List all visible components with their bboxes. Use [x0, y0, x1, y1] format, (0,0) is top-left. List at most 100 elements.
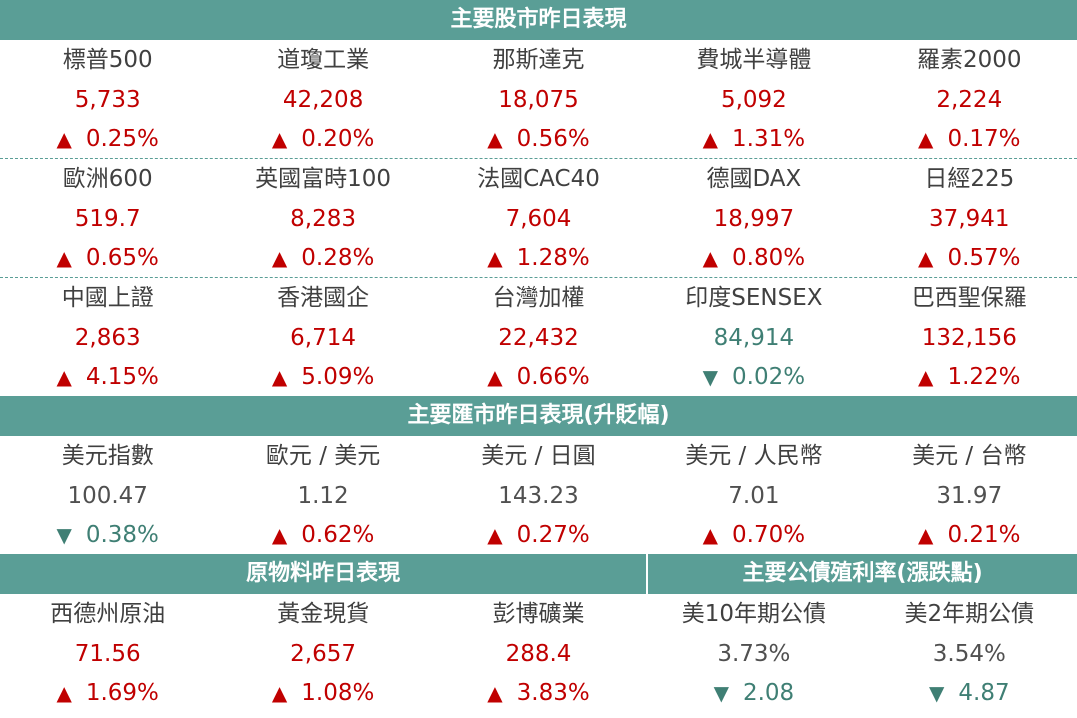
stock-change-value: 0.56% [516, 126, 590, 152]
up-triangle-icon: ▲ [487, 681, 503, 705]
fx-change: ▲ 0.21% [918, 516, 1020, 554]
commodity-value: 71.56 [74, 641, 141, 667]
stock-name: 標普500 [62, 47, 153, 73]
stock-cell: 日經225 37,941 ▲ 0.57% [862, 159, 1077, 277]
commodity-value: 288.4 [505, 641, 572, 667]
commodities-section-header: 原物料昨日表現 [0, 554, 647, 594]
stock-change-value: 0.57% [947, 245, 1021, 271]
stock-cell: 標普500 5,733 ▲ 0.25% [0, 40, 215, 158]
commodity-name: 彭博礦業 [492, 601, 585, 627]
up-triangle-icon: ▲ [702, 127, 719, 151]
fx-value: 100.47 [67, 483, 148, 509]
stock-value: 7,604 [505, 206, 572, 232]
stock-change: ▲ 1.22% [918, 358, 1020, 396]
commodity-change: ▲ 1.69% [56, 674, 158, 712]
stock-value: 2,863 [74, 325, 141, 351]
up-triangle-icon: ▲ [487, 365, 503, 389]
commodity-change-value: 1.69% [85, 680, 159, 706]
stock-name: 中國上證 [61, 285, 154, 311]
stock-name: 羅素2000 [917, 47, 1022, 73]
stock-cell: 英國富時100 8,283 ▲ 0.28% [215, 159, 430, 277]
stock-change: ▲ 0.17% [918, 120, 1020, 158]
stock-value: 84,914 [713, 325, 795, 351]
stock-change: ▼ 0.02% [703, 358, 805, 396]
stock-change: ▲ 0.25% [56, 120, 158, 158]
fx-value: 31.97 [936, 483, 1003, 509]
stock-change-value: 0.02% [732, 364, 806, 390]
commodity-cell: 彭博礦業 288.4 ▲ 3.83% [431, 594, 646, 712]
bond-change-value: 2.08 [742, 680, 795, 706]
stock-change-value: 1.22% [947, 364, 1021, 390]
stock-cell: 羅素2000 2,224 ▲ 0.17% [862, 40, 1077, 158]
stock-cell: 法國CAC40 7,604 ▲ 1.28% [431, 159, 646, 277]
stock-cell: 印度SENSEX 84,914 ▼ 0.02% [646, 278, 861, 396]
commodity-change-value: 1.08% [301, 680, 375, 706]
up-triangle-icon: ▲ [271, 246, 288, 270]
commodity-cell: 西德州原油 71.56 ▲ 1.69% [0, 594, 215, 712]
bond-change-value: 4.87 [958, 680, 1010, 706]
stock-value: 18,075 [498, 87, 579, 113]
stock-change: ▲ 0.20% [272, 120, 374, 158]
stock-name: 那斯達克 [492, 47, 585, 73]
down-triangle-icon: ▼ [56, 523, 72, 547]
stock-change-value: 1.28% [516, 245, 590, 271]
stock-name: 印度SENSEX [685, 285, 823, 311]
stock-change: ▲ 1.28% [487, 239, 589, 277]
stock-name: 日經225 [924, 166, 1015, 192]
commodity-change-value: 3.83% [516, 680, 590, 706]
commodity-change: ▲ 3.83% [487, 674, 589, 712]
stock-change: ▲ 0.28% [272, 239, 374, 277]
fx-value: 143.23 [498, 483, 579, 509]
stock-change: ▲ 0.56% [487, 120, 589, 158]
stock-name: 英國富時100 [255, 166, 392, 192]
stock-value: 5,092 [720, 87, 787, 113]
bond-name: 美2年期公債 [904, 601, 1035, 627]
stocks-row: 中國上證 2,863 ▲ 4.15% 香港國企 6,714 ▲ 5.09% 台灣加權 22,432… [0, 277, 1077, 396]
stock-change: ▲ 1.31% [703, 120, 805, 158]
stock-value: 37,941 [929, 206, 1010, 232]
stock-change-value: 0.25% [85, 126, 159, 152]
stock-change: ▲ 4.15% [56, 358, 158, 396]
up-triangle-icon: ▲ [271, 681, 288, 705]
fx-change-value: 0.70% [732, 522, 806, 548]
up-triangle-icon: ▲ [918, 127, 934, 151]
stocks-row: 標普500 5,733 ▲ 0.25% 道瓊工業 42,208 ▲ 0.20% 那斯達克 18,0… [0, 40, 1077, 158]
up-triangle-icon: ▲ [702, 246, 719, 270]
up-triangle-icon: ▲ [271, 127, 288, 151]
stock-name: 台灣加權 [492, 285, 585, 311]
stock-name: 歐洲600 [62, 166, 153, 192]
bond-cell: 美2年期公債 3.54% ▼ 4.87 [862, 594, 1077, 712]
stock-change-value: 4.15% [85, 364, 159, 390]
fx-cell: 歐元 / 美元 1.12 ▲ 0.62% [215, 436, 430, 554]
stocks-section: 標普500 5,733 ▲ 0.25% 道瓊工業 42,208 ▲ 0.20% 那斯達克 18,0… [0, 40, 1077, 396]
stock-value: 2,224 [936, 87, 1003, 113]
stock-change: ▲ 0.80% [703, 239, 805, 277]
stock-change-value: 0.65% [85, 245, 159, 271]
stock-name: 道瓊工業 [277, 47, 370, 73]
stocks-section-title: 主要股市昨日表現 [450, 7, 627, 32]
commodity-cell: 黃金現貨 2,657 ▲ 1.08% [215, 594, 430, 712]
down-triangle-icon: ▼ [713, 681, 729, 705]
up-triangle-icon: ▲ [487, 127, 503, 151]
fx-change: ▼ 0.38% [56, 516, 158, 554]
stock-value: 8,283 [290, 206, 357, 232]
stock-value: 132,156 [921, 325, 1017, 351]
stock-value: 519.7 [74, 206, 141, 232]
up-triangle-icon: ▲ [702, 523, 719, 547]
commodity-name: 黃金現貨 [277, 601, 370, 627]
stocks-row: 歐洲600 519.7 ▲ 0.65% 英國富時100 8,283 ▲ 0.28% 法國CAC4… [0, 158, 1077, 277]
down-triangle-icon: ▼ [702, 365, 719, 389]
stock-change: ▲ 0.66% [487, 358, 589, 396]
fx-name: 歐元 / 美元 [265, 443, 381, 469]
fx-cell: 美元 / 台幣 31.97 ▲ 0.21% [862, 436, 1077, 554]
stock-cell: 費城半導體 5,092 ▲ 1.31% [646, 40, 861, 158]
up-triangle-icon: ▲ [918, 246, 934, 270]
up-triangle-icon: ▲ [271, 523, 288, 547]
commodity-value: 2,657 [290, 641, 357, 667]
stock-cell: 道瓊工業 42,208 ▲ 0.20% [215, 40, 430, 158]
stocks-section-header: 主要股市昨日表現 [0, 0, 1077, 40]
stock-cell: 德國DAX 18,997 ▲ 0.80% [646, 159, 861, 277]
fx-value: 7.01 [728, 483, 780, 509]
fx-change: ▲ 0.27% [487, 516, 589, 554]
up-triangle-icon: ▲ [56, 365, 72, 389]
